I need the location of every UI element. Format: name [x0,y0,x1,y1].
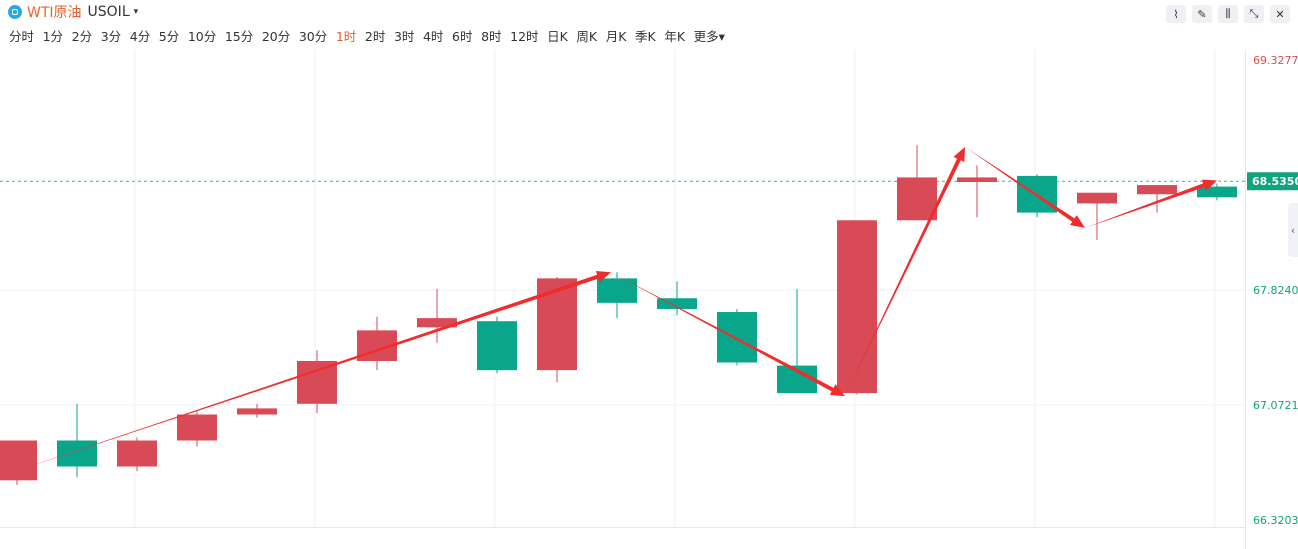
pencil-icon[interactable]: ✎ [1192,5,1212,23]
candle [837,220,877,395]
period-tab[interactable]: 更多▾ [693,29,725,44]
trend-arrow [965,146,1085,228]
candle-body [237,408,277,415]
period-tabs: 分时 1分 2分 3分 4分 5分 10分 15分 20分 30分 1时 2时 3时 4时 6时 8时 12时日… [9,26,733,45]
instrument-symbol: USOIL [87,4,130,20]
candle [417,289,457,343]
period-tab[interactable]: 季K [635,29,656,44]
period-tab[interactable]: 10分 [187,29,217,44]
candle [0,440,37,485]
period-tab[interactable]: 日K [547,29,568,44]
y-axis-labels: 69.3277 67.8240 67.0721 66.3203 [1253,54,1298,527]
candle [297,350,337,413]
candle [657,281,697,316]
side-panel-toggle-icon[interactable]: ‹ [1288,203,1298,257]
current-price-label: 68.5350 [1252,175,1298,188]
period-tab[interactable]: 20分 [261,29,291,44]
candle-body [597,278,637,303]
period-tab[interactable]: 年K [664,29,686,44]
candle-body [177,414,217,441]
candle [177,411,217,447]
candle-body [717,312,757,363]
draw-line-icon[interactable]: ⌇ [1166,5,1186,23]
period-tab[interactable]: 2时 [364,29,386,44]
period-tab[interactable]: 15分 [224,29,254,44]
candle [1137,185,1177,213]
period-tab[interactable]: 5分 [158,29,180,44]
candle-body [57,440,97,467]
candle [717,308,757,366]
period-tab[interactable]: 12时 [510,29,539,44]
close-icon[interactable]: ✕ [1270,5,1290,23]
period-tab[interactable]: 3分 [100,29,122,44]
candle-body [417,318,457,328]
candle [357,316,397,371]
period-tab[interactable]: 1时 [335,29,357,44]
current-price-tag [1247,172,1298,191]
candle [57,403,97,478]
candles [0,145,1237,485]
y-tick-label: 67.8240 [1253,284,1298,297]
candle-body [0,440,37,481]
period-tab[interactable]: 4分 [129,29,151,44]
chevron-down-icon[interactable]: ▾ [133,7,139,17]
instrument-logo-icon [8,5,22,19]
y-tick-label: 69.3277 [1253,54,1298,67]
trend-arrow [1085,179,1217,228]
trend-arrow [611,272,845,397]
toolbar-header: WTI原油 USOIL ▾ ⌇ ✎ ⫼ ⤡ ✕ 分时 1分 2分 3分 4分 5分 10分 15分 20… [0,0,1298,50]
candle-body [1077,192,1117,204]
instrument-name: WTI原油 [27,5,82,21]
period-tab[interactable]: 4时 [422,29,444,44]
period-tab[interactable]: 1分 [42,29,64,44]
candle [117,437,157,472]
candle [477,316,517,374]
candle-body [297,360,337,404]
period-tab[interactable]: 2分 [71,29,93,44]
candle [1197,183,1237,201]
candle-body [117,440,157,467]
instrument-title[interactable]: WTI原油 USOIL ▾ [8,3,138,21]
trend-arrow [845,146,965,397]
candle-body [957,177,997,183]
candle [957,165,997,218]
chart-tools: ⌇ ✎ ⫼ ⤡ ✕ [1166,5,1290,23]
candle [537,276,577,383]
candle-body [477,321,517,371]
trend-annotation [11,146,1217,473]
period-tab[interactable]: 8时 [481,29,502,44]
candle [1077,192,1117,241]
period-tab[interactable]: 分时 [9,29,35,44]
candlestick-icon[interactable]: ⫼ [1218,5,1238,23]
collapse-icon[interactable]: ⤡ [1244,5,1264,23]
candle [897,145,937,221]
period-tab[interactable]: 月K [605,29,627,44]
period-tab[interactable]: 3时 [393,29,415,44]
candle-body [1197,186,1237,198]
period-tab[interactable]: 6时 [452,29,473,44]
y-tick-label: 66.3203 [1253,514,1298,527]
period-tab[interactable]: 30分 [298,29,328,44]
candle-body [657,298,697,309]
y-tick-label: 67.0721 [1253,399,1298,412]
candle-body [897,177,937,221]
period-tab[interactable]: 周K [576,29,598,44]
candle [237,403,277,418]
trend-arrow [11,271,611,473]
candle-body [837,220,877,394]
grid [0,50,1246,549]
candle-body [1137,185,1177,195]
